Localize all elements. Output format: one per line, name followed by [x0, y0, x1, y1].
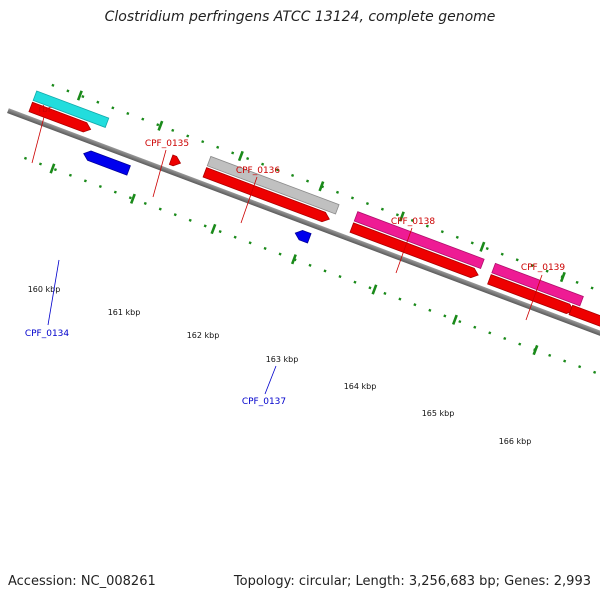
cds-next[interactable] [568, 304, 600, 352]
inner-tick-ring [12, 152, 600, 388]
tick-major [237, 150, 244, 162]
gene-label-cpf-0136[interactable]: CPF_0136 [236, 166, 281, 176]
outer-tick-ring [40, 79, 600, 315]
genome-summary-text: Topology: circular; Length: 3,256,683 bp… [233, 574, 591, 589]
tick-major [451, 314, 458, 325]
tick-major [371, 284, 378, 295]
accession-text: Accession: NC_008261 [8, 574, 156, 589]
scale-label: 166 kbp [499, 437, 532, 446]
cds-cpf-0138[interactable] [349, 222, 480, 280]
gene-cpf-0136-feature[interactable] [206, 155, 340, 215]
tick-major [76, 90, 83, 101]
leader-line [31, 116, 45, 164]
tick-major [398, 211, 405, 222]
tick-major [49, 163, 56, 174]
tick-major [210, 223, 217, 235]
tick-major [532, 344, 539, 356]
tick-major [318, 181, 325, 192]
tick-major [290, 254, 297, 265]
tick-major [157, 120, 164, 131]
scale-label: 161 kbp [108, 308, 141, 317]
tick-major [479, 241, 486, 252]
gene-label-cpf-0138[interactable]: CPF_0138 [391, 217, 436, 227]
cds-cpf-0136[interactable] [202, 167, 331, 224]
map-title: Clostridium perfringens ATCC 13124, comp… [104, 9, 496, 25]
scale-label: 165 kbp [422, 409, 455, 418]
leader-line [395, 227, 413, 274]
reverse-gene-labels: CPF_0134 CPF_0137 [25, 259, 286, 407]
scale-label: 160 kbp [28, 285, 61, 294]
scale-label: 163 kbp [266, 355, 299, 364]
cds-cpf-0134[interactable] [82, 149, 131, 176]
leader-line [152, 149, 167, 198]
tick-major [129, 193, 136, 204]
scale-labels: 160 kbp 161 kbp 162 kbp 163 kbp 164 kbp … [28, 285, 532, 446]
forward-gene-labels: rbr CPF_0135 CPF_0136 CPF_0138 CPF_0139 [31, 105, 566, 321]
cds-rbr[interactable] [28, 101, 92, 134]
scale-label: 164 kbp [344, 382, 377, 391]
leader-line [264, 365, 277, 395]
gene-cpf-0139-feature[interactable] [491, 262, 584, 307]
gene-label-cpf-0137[interactable]: CPF_0137 [242, 397, 286, 407]
gene-label-rbr[interactable]: rbr [38, 105, 51, 115]
gene-rbr-feature[interactable] [32, 90, 110, 128]
cds-cpf-0135[interactable] [168, 154, 182, 168]
leader-line [47, 259, 60, 326]
gene-label-cpf-0134[interactable]: CPF_0134 [25, 329, 70, 339]
forward-strand [28, 90, 600, 352]
scale-label: 162 kbp [187, 331, 220, 340]
gene-label-cpf-0139[interactable]: CPF_0139 [521, 263, 566, 273]
cds-cpf-0137[interactable] [293, 228, 312, 244]
gene-cpf-0138-feature[interactable] [353, 211, 485, 270]
tick-major [559, 271, 566, 283]
gene-label-cpf-0135[interactable]: CPF_0135 [145, 139, 189, 149]
reverse-strand [82, 149, 312, 244]
genome-backbone [7, 108, 600, 360]
leader-line [240, 176, 258, 224]
leader-line [525, 274, 543, 321]
